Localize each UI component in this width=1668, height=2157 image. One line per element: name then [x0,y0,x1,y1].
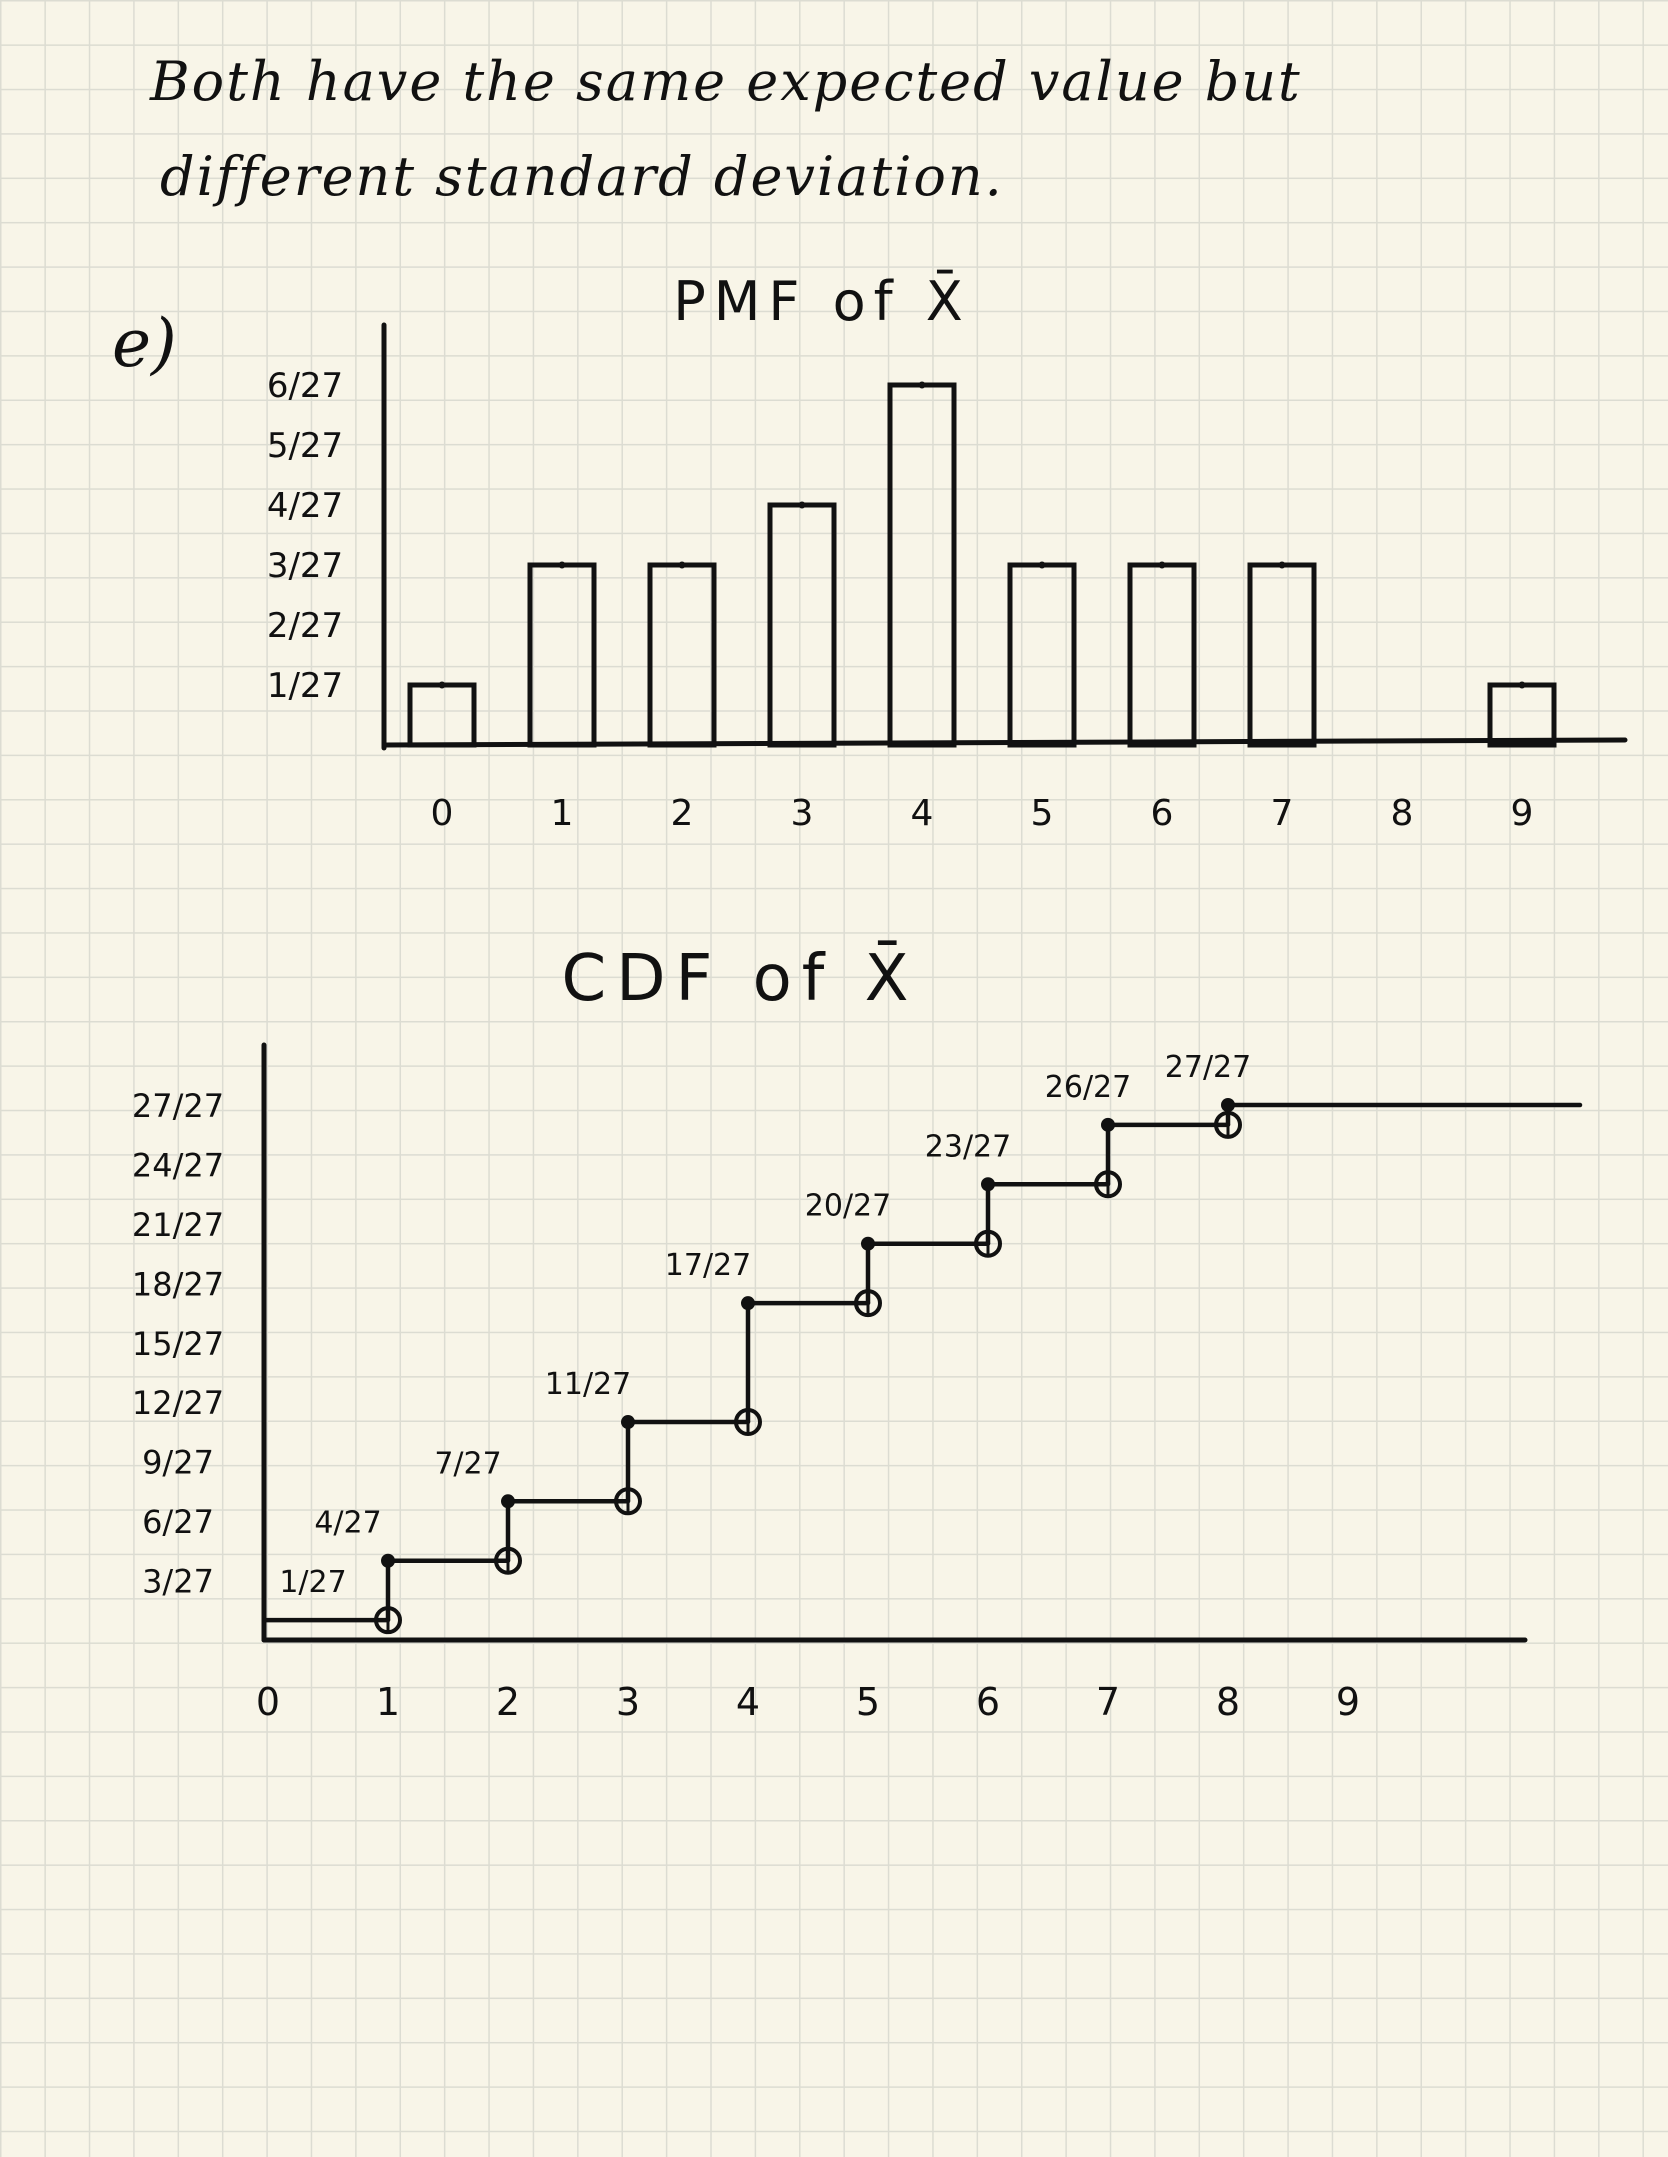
pmf-y-tick-label: 3/27 [267,546,343,586]
cdf-y-tick-label: 9/27 [142,1444,214,1482]
cdf-x-tick-label: 0 [256,1680,280,1724]
pmf-y-tick-labels: 1/27 2/27 3/27 4/27 5/27 6/27 [267,366,343,706]
cdf-closed-endpoint [981,1177,995,1192]
note-line-2: different standard deviation. [160,145,1004,208]
pmf-bar-top-dot [1278,561,1286,569]
pmf-bar-top-dot [558,561,566,569]
cdf-x-tick-labels: 0 1 2 3 4 5 6 7 8 9 [256,1680,1360,1724]
cdf-axes [261,1042,1528,1643]
pmf-bar [1127,562,1197,748]
cdf-step-label: 7/27 [434,1446,501,1481]
cdf-step-label: 17/27 [665,1248,751,1283]
cdf-open-endpoint [614,1487,642,1516]
pmf-bar [767,502,837,748]
cdf-step-label: 23/27 [925,1129,1011,1164]
cdf-y-tick-label: 18/27 [132,1265,224,1303]
cdf-closed-endpoint [861,1236,875,1251]
cdf-x-tick-label: 6 [976,1680,1000,1724]
cdf-closed-endpoint [621,1415,635,1430]
cdf-steps: 1/27 4/27 7/27 11/27 17/27 20/27 23/27 26/27 27/… [261,1050,1583,1635]
cdf-closed-endpoint [1101,1117,1115,1132]
pmf-bar-top-dot [678,561,686,569]
cdf-title: CDF of X̄ [562,940,919,1016]
pmf-y-tick-label: 4/27 [267,486,343,526]
cdf-step-label: 27/27 [1165,1050,1251,1085]
pmf-title: PMF of X̄ [673,270,971,333]
pmf-bar [1487,682,1557,748]
pmf-y-tick-label: 5/27 [267,426,343,466]
cdf-step-label: 11/27 [545,1367,631,1402]
pmf-x-tick-label: 8 [1391,793,1414,834]
cdf-open-endpoint [1214,1110,1242,1139]
cdf-y-tick-label: 12/27 [132,1384,224,1422]
cdf-step-label: 4/27 [314,1506,381,1541]
cdf-open-endpoint [1094,1170,1122,1199]
pmf-x-tick-label: 9 [1511,793,1534,834]
pmf-bar-top-dot [1158,561,1166,569]
pmf-bar-top-dot [1518,681,1526,689]
pmf-x-tick-label: 1 [551,793,574,834]
cdf-y-tick-label: 27/27 [132,1087,224,1125]
pmf-bar-top-dot [1038,561,1046,569]
part-label: e) [112,305,177,382]
cdf-closed-endpoint [741,1296,755,1311]
cdf-x-tick-label: 1 [376,1680,400,1724]
cdf-x-tick-label: 2 [496,1680,520,1724]
pmf-axes [381,322,1628,751]
cdf-step-label: 1/27 [279,1565,346,1600]
cdf-y-tick-label: 24/27 [132,1146,224,1184]
cdf-x-tick-label: 9 [1336,1680,1360,1724]
pmf-bar [1247,562,1317,748]
cdf-closed-endpoint [1221,1098,1235,1112]
cdf-open-endpoint [374,1606,402,1635]
pmf-x-tick-label: 2 [671,793,694,834]
pmf-x-tick-label: 7 [1271,793,1294,834]
cdf-y-tick-labels: 3/27 6/27 9/27 12/27 15/27 18/27 21/27 24/27 27/… [132,1087,224,1601]
cdf-x-tick-label: 3 [616,1680,640,1724]
pmf-x-tick-label: 6 [1151,793,1174,834]
pmf-bar-top-dot [918,381,926,389]
pmf-bars [407,381,1557,748]
cdf-y-tick-label: 21/27 [132,1206,224,1244]
cdf-step-label: 20/27 [805,1189,891,1224]
pmf-x-tick-label: 4 [911,793,934,834]
cdf-open-endpoint [734,1408,762,1437]
pmf-chart: PMF of X̄ 1/27 2/27 3/27 4/27 5/27 6/27 0 1 2 3 4… [267,270,1628,834]
cdf-y-tick-label: 15/27 [132,1325,224,1363]
pmf-x-tick-labels: 0 1 2 3 4 5 6 7 8 9 [431,793,1534,834]
pmf-bar [1007,562,1077,748]
cdf-x-tick-label: 5 [856,1680,880,1724]
pmf-bar [407,682,477,748]
cdf-y-tick-label: 3/27 [142,1563,214,1601]
cdf-x-tick-label: 4 [736,1680,760,1724]
pmf-x-tick-label: 3 [791,793,814,834]
pmf-bar-top-dot [438,681,446,689]
cdf-open-endpoint [854,1289,882,1318]
cdf-step-label: 26/27 [1045,1070,1131,1105]
pmf-y-tick-label: 2/27 [267,606,343,646]
pmf-x-tick-label: 0 [431,793,454,834]
note-line-1: Both have the same expected value but [150,50,1302,113]
cdf-x-tick-label: 8 [1216,1680,1240,1724]
cdf-open-endpoint [494,1546,522,1575]
cdf-y-tick-label: 6/27 [142,1503,214,1541]
pmf-y-tick-label: 6/27 [267,366,343,406]
cdf-closed-endpoint [381,1553,395,1568]
pmf-x-tick-label: 5 [1031,793,1054,834]
cdf-x-tick-label: 7 [1096,1680,1120,1724]
pmf-bar [647,562,717,748]
pmf-bar [527,562,597,748]
cdf-closed-endpoint [501,1494,515,1509]
pmf-y-tick-label: 1/27 [267,666,343,706]
pmf-bar [887,382,957,748]
pmf-bar-top-dot [798,501,806,509]
cdf-open-endpoint [974,1229,1002,1258]
